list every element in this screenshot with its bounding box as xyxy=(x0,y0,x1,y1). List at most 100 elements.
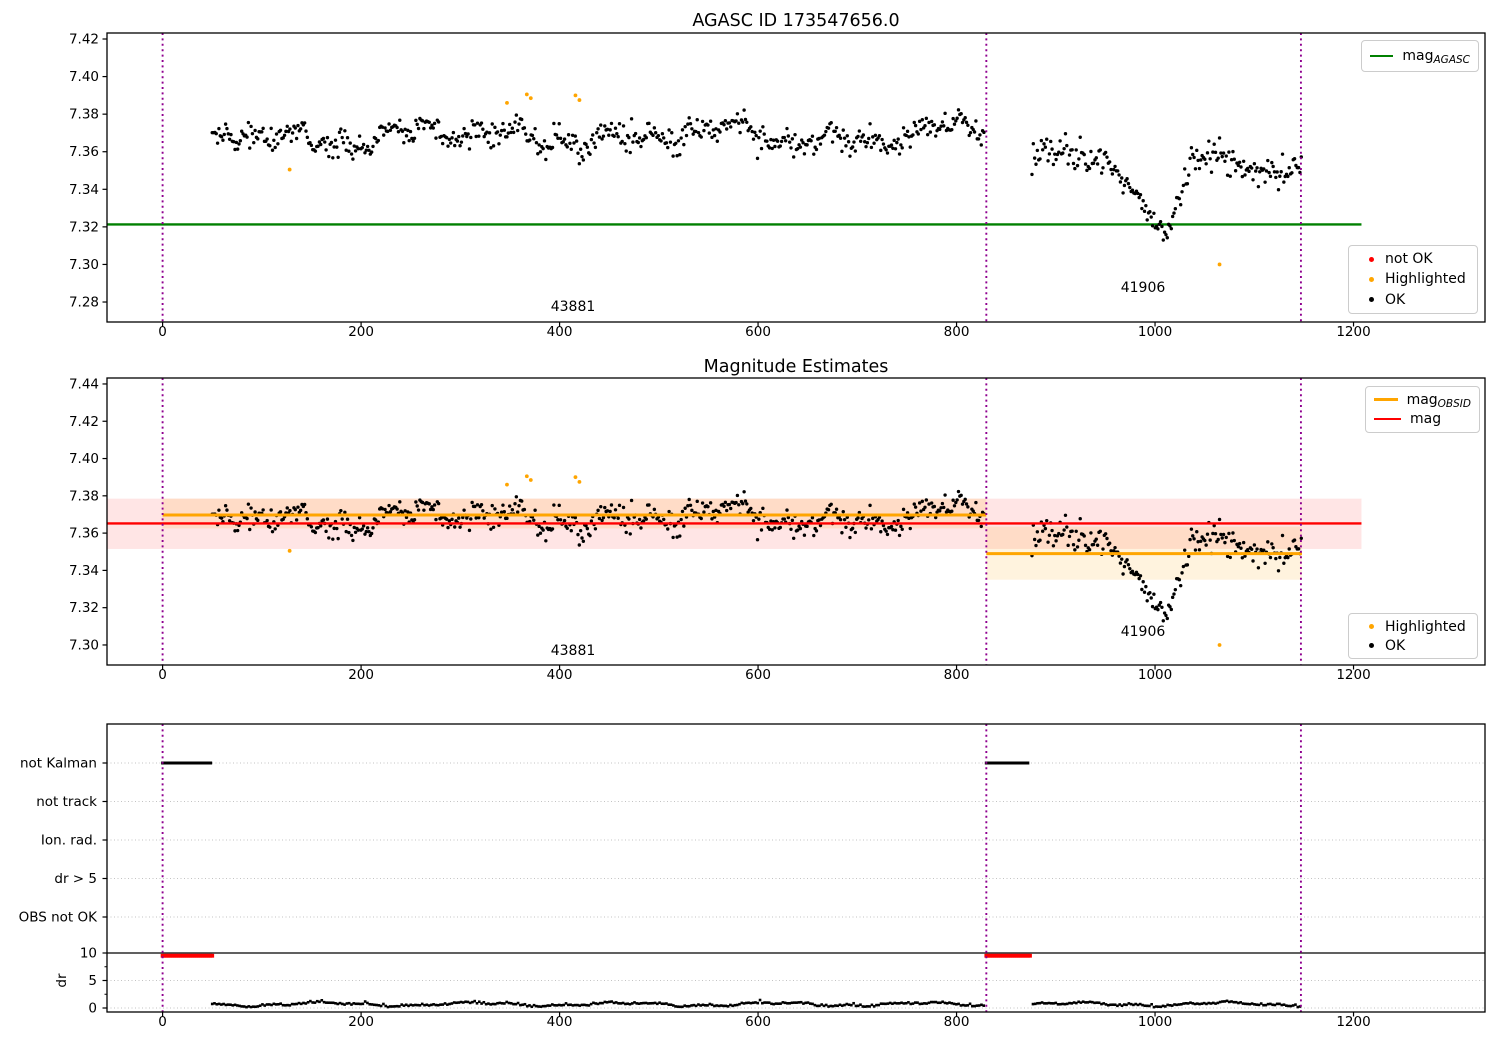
ok-point xyxy=(778,525,782,530)
ok-point xyxy=(402,141,406,145)
dr-point xyxy=(516,1001,520,1005)
ok-point xyxy=(474,134,478,139)
dr-point xyxy=(608,1000,611,1004)
ok-point xyxy=(467,528,472,533)
ok-point xyxy=(249,124,253,129)
ok-point xyxy=(223,504,228,508)
ok-point xyxy=(908,145,912,149)
ok-point xyxy=(1107,541,1112,545)
dr-not-ok-marker xyxy=(188,953,193,958)
ok-point xyxy=(812,152,816,156)
ok-point xyxy=(892,138,896,143)
ok-point xyxy=(490,503,494,508)
dr-point xyxy=(432,1003,435,1006)
not-kalman-marker xyxy=(995,761,999,765)
ok-point xyxy=(678,534,682,538)
ok-point xyxy=(1130,188,1135,192)
ok-point xyxy=(222,132,226,137)
dr-not-ok-marker xyxy=(1026,953,1030,958)
ok-point xyxy=(344,529,348,534)
ok-point xyxy=(891,528,895,532)
dr-point xyxy=(1072,1001,1076,1004)
ok-point xyxy=(651,133,655,138)
ok-point xyxy=(272,138,276,142)
not-kalman-marker xyxy=(174,761,178,765)
ok-point xyxy=(708,501,713,505)
obsid-43881-annotation-top: 43881 xyxy=(550,299,596,315)
ok-point xyxy=(1276,569,1281,573)
ok-point xyxy=(260,130,264,134)
dr-point xyxy=(1234,1000,1238,1004)
ok-point xyxy=(305,517,310,521)
dr-point xyxy=(1189,1001,1192,1004)
ok-point xyxy=(321,518,326,522)
ok-point xyxy=(286,129,291,134)
ok-point xyxy=(972,130,977,134)
ok-point xyxy=(1053,152,1057,156)
ok-point xyxy=(233,147,237,152)
ok-point xyxy=(1121,191,1125,195)
ok-point xyxy=(1043,145,1048,149)
ok-point xyxy=(907,135,911,139)
ok-point xyxy=(565,526,569,531)
ok-point xyxy=(963,116,967,120)
dr-point xyxy=(1075,1001,1078,1005)
ok-point xyxy=(872,141,876,145)
ok-point xyxy=(711,128,716,132)
ok-point xyxy=(1073,548,1077,552)
ok-point xyxy=(532,137,536,141)
ok-point xyxy=(285,124,289,129)
flag-row-label: dr > 5 xyxy=(54,871,97,887)
ok-point xyxy=(341,141,346,145)
dr-point xyxy=(564,1002,568,1005)
dr-point xyxy=(395,1004,399,1008)
not-kalman-marker xyxy=(178,761,182,765)
dr-point xyxy=(802,1002,805,1005)
dr-point xyxy=(813,1003,817,1007)
ok-point xyxy=(912,502,916,506)
highlighted-marker-swatch xyxy=(1369,624,1374,629)
dr-point xyxy=(452,1001,456,1004)
ok-point xyxy=(1252,543,1257,547)
ok-point xyxy=(671,535,675,540)
dr-not-ok-marker xyxy=(1014,953,1018,958)
ok-point xyxy=(1062,528,1066,532)
ok-point xyxy=(1158,219,1163,224)
ok-point xyxy=(1031,141,1036,146)
ok-point xyxy=(217,508,221,512)
y-tick-label: 7.44 xyxy=(69,376,99,392)
ok-point xyxy=(534,141,539,145)
dr-point xyxy=(331,1001,335,1005)
obsid-41906-annotation-top: 41906 xyxy=(1120,280,1166,296)
ok-point xyxy=(826,126,831,130)
dr-point xyxy=(441,1003,445,1006)
ok-point xyxy=(605,127,610,131)
dr-point xyxy=(213,1002,216,1005)
ok-point xyxy=(707,131,711,135)
ok-point xyxy=(1045,137,1049,141)
ok-point xyxy=(905,129,910,134)
dr-point xyxy=(1216,1001,1220,1005)
ok-point xyxy=(373,136,378,141)
ok-point xyxy=(767,146,772,150)
ok-point xyxy=(237,142,241,146)
ok-point xyxy=(812,533,816,538)
ok-point xyxy=(536,533,540,537)
ok-point xyxy=(818,142,823,146)
ok-point xyxy=(360,527,364,531)
ok-point xyxy=(313,149,318,153)
dr-point xyxy=(411,1004,415,1007)
dr-point xyxy=(238,1004,241,1008)
ok-point xyxy=(1098,148,1103,152)
dr-not-ok-marker xyxy=(180,953,185,958)
ok-point xyxy=(943,111,947,116)
ok-point xyxy=(956,489,961,494)
dr-point xyxy=(258,1004,262,1007)
ok-point xyxy=(1144,203,1148,208)
axes-spines xyxy=(106,723,1486,1013)
ok-point xyxy=(416,508,421,512)
ok-point xyxy=(917,501,922,505)
dr-point xyxy=(1061,1002,1064,1006)
ok-point xyxy=(1193,167,1198,171)
